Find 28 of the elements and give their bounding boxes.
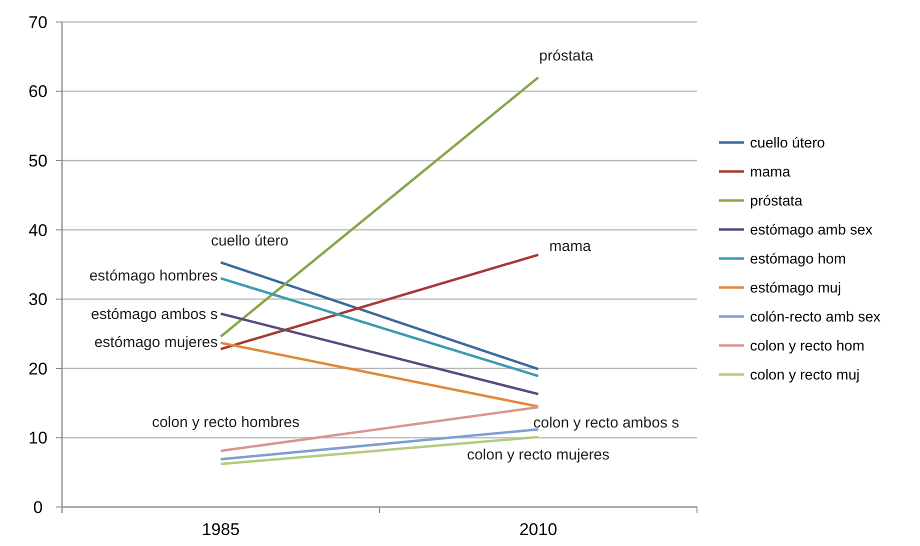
annotation: estómago hombres xyxy=(89,268,218,285)
x-tick-label: 1985 xyxy=(202,520,240,539)
annotation: estómago mujeres xyxy=(94,334,218,352)
y-tick-label: 0 xyxy=(33,498,43,517)
annotation: próstata xyxy=(539,48,594,65)
legend-label: colón-recto amb sex xyxy=(750,310,882,326)
annotation: mama xyxy=(549,238,592,256)
y-tick-label: 50 xyxy=(28,152,48,171)
annotation: estómago ambos s xyxy=(91,306,218,323)
y-tick-label: 60 xyxy=(28,82,48,102)
annotation: colon y recto hombres xyxy=(152,414,300,432)
legend-label: mama xyxy=(750,164,792,181)
legend-label: colon y recto hom xyxy=(750,338,864,355)
y-tick-label: 40 xyxy=(28,220,48,240)
annotation: colon y recto mujeres xyxy=(466,446,610,464)
legend-label: colon y recto muj xyxy=(750,368,860,384)
legend-label: estómago hom xyxy=(750,252,846,268)
y-tick-label: 10 xyxy=(28,428,48,448)
y-tick-label: 20 xyxy=(28,359,48,378)
annotation: cuello útero xyxy=(210,232,289,250)
y-tick-label: 30 xyxy=(28,290,48,310)
annotation: colon y recto ambos s xyxy=(533,414,680,432)
legend-label: próstata xyxy=(750,194,804,210)
legend-label: estómago muj xyxy=(750,280,842,297)
legend-label: estómago amb sex xyxy=(750,222,874,239)
y-tick-label: 70 xyxy=(28,12,48,32)
x-tick-label: 2010 xyxy=(519,520,558,539)
legend-label: cuello útero xyxy=(750,136,825,152)
